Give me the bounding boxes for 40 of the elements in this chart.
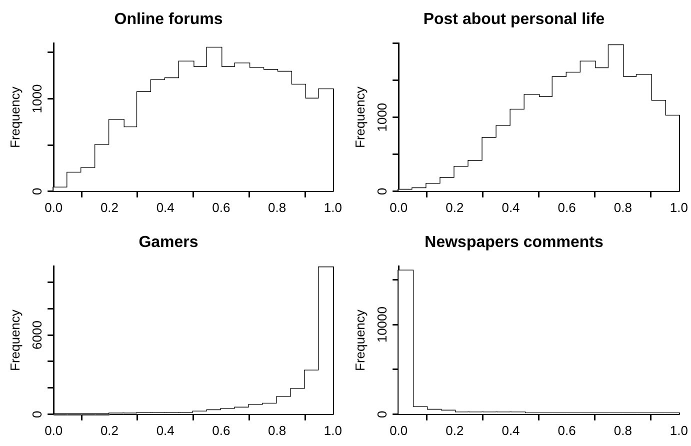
- x-tick-label: 0.4: [156, 422, 174, 438]
- y-axis-title: Frequency: [352, 86, 368, 148]
- x-tick-label: 0.4: [502, 422, 520, 438]
- x-tick-label: 0.2: [446, 422, 464, 438]
- chart-title: Post about personal life: [423, 11, 605, 28]
- x-tick-label: 0.0: [390, 422, 408, 438]
- x-tick-label: 0.0: [390, 200, 408, 215]
- x-tick-label: 1.0: [670, 422, 688, 438]
- y-axis-title: Frequency: [7, 86, 22, 148]
- x-tick-label: 0.0: [44, 422, 63, 438]
- y-tick-label: 1000: [30, 84, 45, 114]
- x-tick-label: 0.8: [268, 422, 286, 438]
- x-tick-label: 0.4: [502, 200, 520, 215]
- y-tick-label: 10000: [374, 306, 390, 343]
- y-tick-label: 0: [30, 188, 45, 196]
- x-tick-label: 0.8: [268, 200, 286, 215]
- y-tick-label: 6000: [30, 320, 45, 350]
- x-tick-label: 0.6: [212, 422, 230, 438]
- x-tick-label: 0.2: [100, 422, 119, 438]
- x-tick-label: 0.6: [558, 422, 576, 438]
- x-tick-label: 0.2: [446, 200, 464, 215]
- x-tick-label: 1.0: [324, 422, 342, 438]
- x-tick-label: 0.6: [558, 200, 576, 215]
- y-tick-label: 0: [30, 410, 45, 418]
- x-tick-label: 1.0: [670, 200, 688, 215]
- x-tick-label: 0.0: [44, 200, 63, 215]
- chart-title: Gamers: [138, 234, 198, 252]
- y-tick-label: 0: [374, 188, 390, 196]
- x-tick-label: 0.4: [156, 200, 174, 215]
- chart-title: Online forums: [114, 11, 223, 28]
- chart-title: Newspapers comments: [424, 234, 604, 252]
- y-axis-title: Frequency: [7, 309, 22, 372]
- x-tick-label: 1.0: [324, 200, 342, 215]
- y-axis-title: Frequency: [352, 309, 368, 372]
- y-tick-label: 0: [374, 410, 390, 418]
- x-tick-label: 0.8: [614, 200, 632, 215]
- x-tick-label: 0.2: [100, 200, 119, 215]
- x-tick-label: 0.8: [614, 422, 632, 438]
- y-tick-label: 1000: [374, 102, 390, 132]
- x-tick-label: 0.6: [212, 200, 230, 215]
